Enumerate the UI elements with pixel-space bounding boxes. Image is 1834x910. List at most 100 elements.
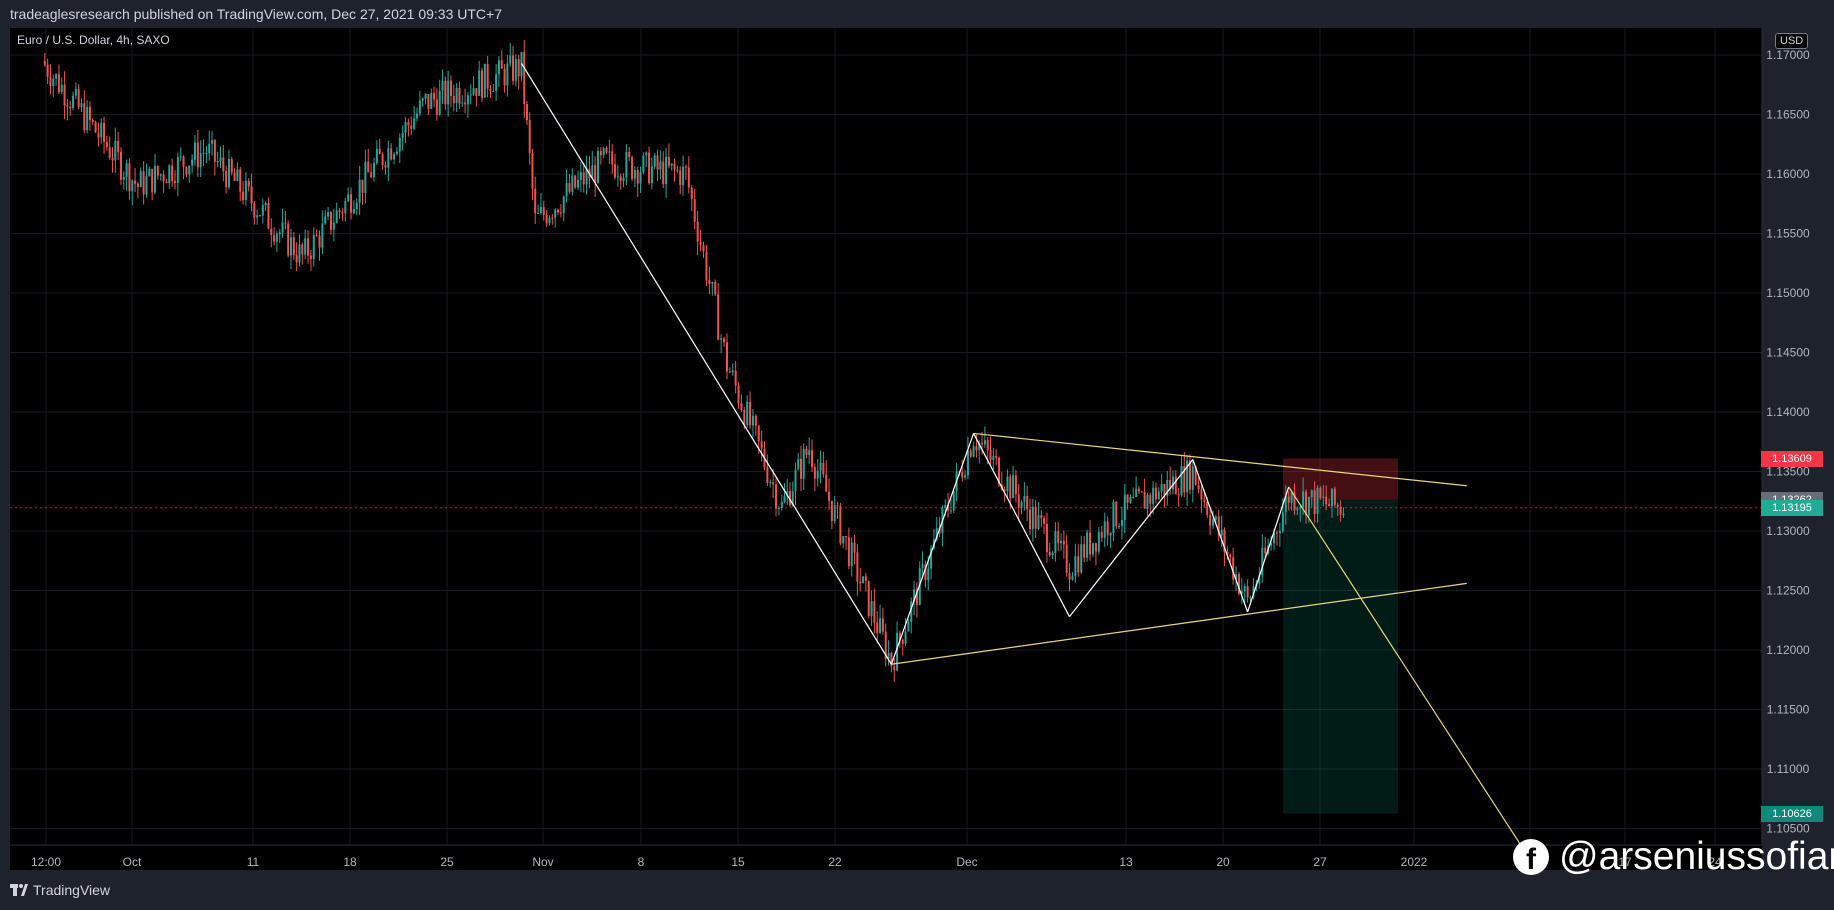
candle-body (862, 576, 865, 584)
candle-body (438, 90, 441, 115)
stop-price-tag: 1.13609 (1761, 450, 1823, 467)
candle-body (772, 482, 775, 485)
candle-body (1089, 532, 1092, 555)
candle-body (952, 490, 955, 511)
candle-body (1273, 532, 1276, 544)
candle-body (667, 156, 670, 166)
candle-body (981, 443, 984, 445)
candle-body (769, 482, 772, 484)
candle-body (850, 542, 853, 567)
candle-body (154, 165, 157, 193)
candle-body (108, 147, 111, 158)
x-tick-label: Dec (956, 855, 977, 869)
candle-body (1223, 529, 1226, 552)
candle-body (176, 157, 179, 183)
candle-body (410, 125, 413, 129)
tradingview-logo[interactable]: TradingView (10, 882, 110, 898)
candle-body (1278, 530, 1281, 534)
candle-body (1006, 476, 1009, 492)
candle-body (551, 217, 554, 219)
candle-body (1154, 487, 1157, 500)
y-tick-label: 1.15500 (1766, 227, 1810, 241)
candle-body (230, 159, 233, 173)
candle-body (278, 232, 281, 235)
candle-body (74, 88, 77, 96)
candle-body (1310, 490, 1313, 498)
candle-body (1003, 489, 1006, 492)
candle-body (1166, 480, 1169, 496)
candle-body (347, 194, 350, 202)
grid (10, 28, 1762, 845)
candle-body (992, 456, 995, 460)
candle-body (545, 215, 548, 224)
candle-body (393, 154, 396, 160)
candle-body (1186, 460, 1189, 493)
candle-body (766, 467, 769, 483)
candle-body (441, 80, 444, 91)
candle-body (119, 151, 122, 180)
candle-body (653, 155, 656, 167)
candle-body (805, 448, 808, 456)
x-tick-label: 22 (828, 855, 842, 869)
candle-body (292, 237, 295, 256)
candle-body (227, 159, 230, 188)
candle-body (775, 484, 778, 509)
symbol-label[interactable]: Euro / U.S. Dollar, 4h, SAXO (17, 33, 170, 47)
candle-body (1281, 512, 1284, 531)
candle-body (312, 234, 315, 260)
candle-body (171, 165, 174, 182)
candle-body (415, 113, 418, 119)
candle-body (1086, 532, 1089, 558)
candle-body (1252, 586, 1255, 598)
price-chart[interactable]: 1.17000 1.16500 1.16000 1.15500 1.15000 1.145… (0, 0, 1834, 873)
candle-body (559, 212, 562, 214)
candle-body (1240, 591, 1243, 594)
wave-line (973, 433, 1071, 617)
candle-body (309, 255, 312, 260)
candle-body (599, 150, 602, 156)
facebook-icon: f (1513, 839, 1549, 875)
candle-body (537, 212, 540, 214)
chart-area[interactable] (10, 28, 1762, 870)
candle-body (430, 93, 433, 109)
candle-body (151, 168, 154, 193)
candle-body (1026, 495, 1029, 510)
candle-body (1258, 575, 1261, 584)
currency-badge[interactable]: USD (1775, 33, 1809, 49)
x-tick-label: 8 (638, 855, 645, 869)
candle-body (247, 180, 250, 187)
candle-body (751, 415, 754, 426)
footer-bar: TradingView (0, 873, 1834, 910)
candle-body (404, 122, 407, 133)
candle-body (749, 401, 752, 426)
candle-body (475, 88, 478, 96)
candle-body (435, 99, 438, 115)
candle-body (717, 294, 720, 340)
candle-body (1290, 492, 1293, 503)
candle-body (483, 63, 486, 98)
candle-body (1217, 516, 1220, 536)
candle-body (142, 171, 145, 195)
candle-body (1232, 557, 1235, 580)
candle-body (216, 160, 219, 162)
candle-body (46, 64, 49, 77)
candle-body (656, 155, 659, 170)
candle-body (469, 94, 472, 96)
y-tick-label: 1.16000 (1766, 167, 1810, 181)
candle-body (86, 106, 89, 131)
candle-body (876, 622, 879, 633)
candle-body (1203, 499, 1206, 502)
candle-body (1068, 573, 1071, 580)
x-tick-label: 17 (1618, 855, 1632, 869)
candle-body (842, 536, 845, 544)
candle-body (367, 161, 370, 173)
candle-body (1264, 547, 1267, 554)
lower-trendline (891, 582, 1467, 665)
candle-body (636, 170, 639, 184)
candle-body (1023, 495, 1026, 502)
candle-body (281, 222, 284, 233)
candle-body (890, 652, 893, 667)
candle-body (517, 59, 520, 77)
candle-body (390, 148, 393, 160)
candle-body (506, 63, 509, 86)
